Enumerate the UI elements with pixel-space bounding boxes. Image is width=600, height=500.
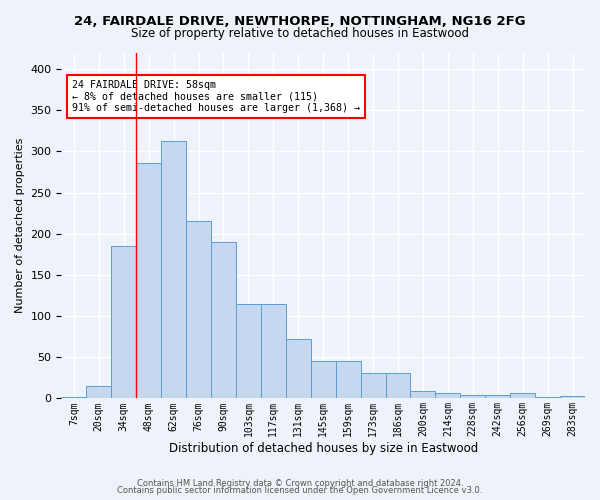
Bar: [236, 304, 261, 398]
Bar: [335, 360, 361, 399]
Bar: [61, 397, 86, 398]
Text: 24 FAIRDALE DRIVE: 58sqm
← 8% of detached houses are smaller (115)
91% of semi-d: 24 FAIRDALE DRIVE: 58sqm ← 8% of detache…: [72, 80, 360, 114]
Text: Contains public sector information licensed under the Open Government Licence v3: Contains public sector information licen…: [118, 486, 482, 495]
Bar: [386, 373, 410, 398]
Text: 24, FAIRDALE DRIVE, NEWTHORPE, NOTTINGHAM, NG16 2FG: 24, FAIRDALE DRIVE, NEWTHORPE, NOTTINGHA…: [74, 15, 526, 28]
Bar: [560, 396, 585, 398]
Bar: [436, 394, 460, 398]
Bar: [410, 391, 436, 398]
Bar: [161, 140, 186, 398]
Text: Contains HM Land Registry data © Crown copyright and database right 2024.: Contains HM Land Registry data © Crown c…: [137, 478, 463, 488]
Text: Size of property relative to detached houses in Eastwood: Size of property relative to detached ho…: [131, 28, 469, 40]
Bar: [460, 395, 485, 398]
Y-axis label: Number of detached properties: Number of detached properties: [15, 138, 25, 313]
Bar: [186, 222, 211, 398]
Bar: [485, 395, 510, 398]
Bar: [86, 386, 111, 398]
Bar: [510, 394, 535, 398]
Bar: [535, 397, 560, 398]
Bar: [361, 373, 386, 398]
Bar: [286, 339, 311, 398]
Bar: [261, 304, 286, 398]
Bar: [211, 242, 236, 398]
Bar: [111, 246, 136, 398]
Bar: [136, 163, 161, 398]
Bar: [311, 360, 335, 399]
X-axis label: Distribution of detached houses by size in Eastwood: Distribution of detached houses by size …: [169, 442, 478, 455]
